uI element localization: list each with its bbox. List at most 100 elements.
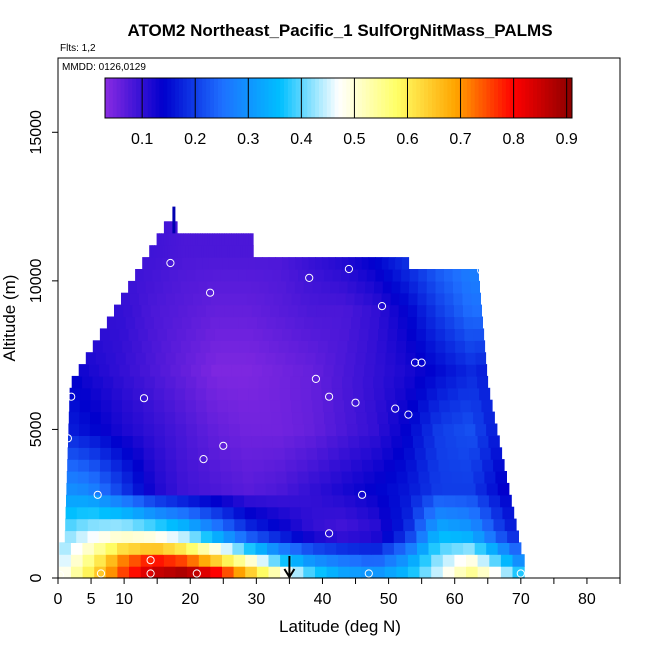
heatmap-cell bbox=[207, 423, 219, 436]
heatmap-cell bbox=[185, 387, 197, 401]
heatmap-cell bbox=[302, 411, 315, 425]
heatmap-cell bbox=[219, 245, 223, 258]
colorbar-swatch bbox=[416, 78, 421, 118]
heatmap-cell bbox=[373, 459, 385, 472]
heatmap-cell bbox=[132, 494, 145, 508]
heatmap-cell bbox=[471, 292, 481, 306]
heatmap-cell bbox=[352, 375, 364, 389]
heatmap-cell bbox=[234, 530, 247, 543]
heatmap-cell bbox=[315, 435, 328, 448]
heatmap-cell bbox=[224, 304, 234, 318]
heatmap-cell bbox=[132, 340, 143, 353]
colorbar-swatch bbox=[540, 78, 546, 118]
heatmap-cell bbox=[385, 352, 397, 365]
heatmap-cell bbox=[175, 554, 188, 567]
heatmap-cell bbox=[466, 375, 478, 389]
heatmap-cell bbox=[245, 233, 249, 246]
heatmap-cell bbox=[297, 304, 308, 318]
heatmap-cell bbox=[470, 399, 482, 413]
heatmap-cell bbox=[224, 328, 235, 341]
colorbar-swatch bbox=[365, 78, 371, 118]
heatmap-cell bbox=[187, 459, 199, 472]
heatmap-cell bbox=[185, 233, 189, 246]
heatmap-cell bbox=[222, 506, 235, 520]
colorbar-swatch bbox=[112, 78, 118, 118]
heatmap-cell bbox=[367, 340, 378, 353]
heatmap-cell bbox=[473, 530, 485, 543]
colorbar-swatch bbox=[108, 78, 114, 118]
heatmap-cell bbox=[312, 280, 322, 294]
heatmap-cell bbox=[348, 257, 356, 270]
heatmap-cell bbox=[331, 482, 344, 496]
heatmap-cell bbox=[99, 328, 111, 341]
heatmap-cell bbox=[165, 447, 177, 460]
colorbar-swatch bbox=[505, 78, 511, 118]
heatmap-cell bbox=[313, 542, 326, 555]
heatmap-cell bbox=[144, 518, 156, 532]
heatmap-cell bbox=[357, 340, 368, 353]
heatmap-cell bbox=[383, 375, 395, 389]
heatmap-cell bbox=[153, 411, 166, 425]
heatmap-cell bbox=[119, 364, 131, 377]
heatmap-cell bbox=[198, 280, 208, 294]
heatmap-cell bbox=[87, 518, 100, 532]
heatmap-cell bbox=[264, 471, 277, 484]
heatmap-cell bbox=[426, 269, 437, 282]
heatmap-cell bbox=[315, 566, 328, 579]
heatmap-cell bbox=[375, 352, 387, 365]
colorbar-swatch bbox=[237, 78, 242, 118]
heatmap-cell bbox=[454, 554, 467, 567]
heatmap-cell bbox=[268, 257, 276, 270]
heatmap-cell bbox=[145, 280, 155, 294]
heatmap-cell bbox=[365, 352, 377, 365]
heatmap-cell bbox=[77, 482, 90, 496]
heatmap-cell bbox=[448, 518, 461, 532]
heatmap-cell bbox=[362, 375, 374, 389]
heatmap-cell bbox=[233, 280, 243, 294]
colorbar-swatch bbox=[116, 78, 122, 118]
heatmap-cell bbox=[192, 233, 196, 246]
heatmap-cell bbox=[159, 233, 162, 246]
heatmap-cell bbox=[172, 245, 176, 258]
heatmap-cell bbox=[190, 245, 194, 258]
heatmap-cell bbox=[333, 364, 345, 377]
heatmap-cell bbox=[291, 399, 303, 413]
heatmap-cell bbox=[408, 292, 419, 306]
heatmap-cell bbox=[205, 304, 216, 318]
heatmap-cell bbox=[268, 280, 278, 294]
heatmap-cell bbox=[129, 364, 141, 377]
heatmap-cell bbox=[379, 506, 391, 520]
heatmap-cell bbox=[88, 506, 100, 520]
heatmap-cell bbox=[155, 518, 168, 532]
heatmap-cell bbox=[234, 518, 247, 532]
colorbar-swatch bbox=[147, 78, 153, 118]
heatmap-cell bbox=[186, 269, 196, 282]
heatmap-cell bbox=[345, 506, 358, 520]
heatmap-cell bbox=[444, 269, 454, 282]
heatmap-cell bbox=[278, 542, 291, 555]
heatmap-cell bbox=[323, 506, 335, 520]
heatmap-cell bbox=[182, 316, 192, 329]
heatmap-cell bbox=[426, 292, 437, 306]
heatmap-cell bbox=[122, 399, 134, 413]
heatmap-cell bbox=[79, 411, 91, 425]
heatmap-cell bbox=[315, 257, 323, 270]
heatmap-cell bbox=[110, 530, 123, 543]
heatmap-cell bbox=[490, 447, 503, 460]
heatmap-cell bbox=[343, 304, 354, 318]
x-tick-label: 50 bbox=[380, 591, 398, 608]
colorbar-tick-label: 0.9 bbox=[556, 131, 578, 148]
heatmap-cell bbox=[275, 352, 287, 365]
heatmap-cell bbox=[201, 292, 212, 306]
colorbar-swatch bbox=[315, 78, 320, 118]
heatmap-cell bbox=[196, 245, 200, 258]
colorbar-swatch bbox=[435, 78, 441, 118]
heatmap-cell bbox=[207, 233, 211, 246]
heatmap-cell bbox=[64, 530, 77, 543]
colorbar-swatch bbox=[470, 78, 476, 118]
heatmap-cell bbox=[182, 257, 190, 270]
colorbar-swatch bbox=[295, 78, 301, 118]
heatmap-cell bbox=[275, 257, 283, 270]
heatmap-cell bbox=[185, 399, 197, 413]
heatmap-cell bbox=[252, 459, 265, 472]
